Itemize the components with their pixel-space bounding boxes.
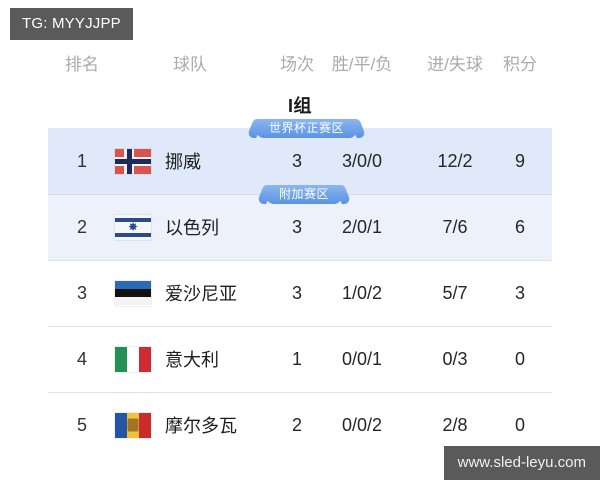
- cell-win-draw-loss: 1/0/2: [341, 283, 383, 303]
- table-row[interactable]: 1 挪威 3 3/0/0 12/2 9 世界杯正赛区: [0, 119, 600, 194]
- table-header: 排名 球队 场次 胜/平/负 进/失球 积分: [0, 48, 600, 82]
- cell-goals: 12/2: [437, 151, 473, 171]
- column-header-points: 积分: [503, 55, 537, 74]
- cell-goals: 0/3: [442, 349, 468, 369]
- cell-team[interactable]: 摩尔多瓦: [115, 392, 237, 458]
- cell-goals: 2/8: [442, 415, 468, 435]
- cell-win-draw-loss: 0/0/2: [341, 415, 383, 435]
- cell-points: 0: [514, 415, 526, 435]
- column-header-rank: 排名: [65, 55, 99, 74]
- cell-rank: 4: [76, 349, 88, 369]
- zone-badge-label: 世界杯正赛区: [269, 121, 345, 135]
- cell-goals: 7/6: [442, 217, 468, 237]
- zone-badge-label: 附加赛区: [279, 187, 330, 201]
- flag-israel-icon: ✸: [115, 214, 151, 240]
- zone-badge: 世界杯正赛区: [256, 119, 358, 138]
- cell-points: 0: [514, 349, 526, 369]
- site-watermark: www.sled-leyu.com: [443, 446, 600, 480]
- flag-norway-icon: [115, 148, 151, 174]
- column-header-wdl: 胜/平/负: [331, 55, 393, 74]
- cell-team[interactable]: 爱沙尼亚: [115, 260, 237, 326]
- flag-estonia-icon: [115, 280, 151, 306]
- cell-rank: 3: [76, 283, 88, 303]
- row-divider: [48, 260, 552, 261]
- cell-win-draw-loss: 3/0/0: [341, 151, 383, 171]
- cell-points: 6: [514, 217, 526, 237]
- team-name: 挪威: [165, 152, 201, 172]
- team-name: 以色列: [165, 218, 219, 238]
- cell-points: 3: [514, 283, 526, 303]
- flag-moldova-icon: [115, 412, 151, 438]
- flag-italy-icon: [115, 346, 151, 372]
- column-header-goals: 进/失球: [427, 55, 483, 74]
- table-row[interactable]: 5 摩尔多瓦 2 0/0/2 2/8 0: [0, 392, 600, 458]
- team-name: 爱沙尼亚: [165, 284, 237, 304]
- table-row[interactable]: 3 爱沙尼亚 3 1/0/2 5/7 3: [0, 260, 600, 326]
- cell-rank: 5: [76, 415, 88, 435]
- cell-played: 3: [291, 151, 303, 171]
- cell-played: 1: [291, 349, 303, 369]
- cell-played: 2: [291, 415, 303, 435]
- cell-played: 3: [291, 217, 303, 237]
- tg-channel-tag: TG: MYYJJPP: [10, 8, 133, 40]
- table-row[interactable]: 4 意大利 1 0/0/1 0/3 0: [0, 326, 600, 392]
- standings-table: 1 挪威 3 3/0/0 12/2 9 世界杯正赛区 2 ✸ 以色列 3 2/0/1 7/6 6 附加赛区 3…: [0, 119, 600, 458]
- cell-played: 3: [291, 283, 303, 303]
- column-header-team: 球队: [173, 55, 207, 74]
- cell-team[interactable]: ✸ 以色列: [115, 194, 219, 260]
- group-title: I组: [287, 96, 312, 116]
- zone-badge: 附加赛区: [266, 185, 343, 204]
- cell-team[interactable]: 意大利: [115, 326, 219, 392]
- cell-win-draw-loss: 2/0/1: [341, 217, 383, 237]
- cell-rank: 2: [76, 217, 88, 237]
- column-header-played: 场次: [280, 55, 314, 74]
- cell-rank: 1: [76, 151, 88, 171]
- cell-points: 9: [514, 151, 526, 171]
- team-name: 摩尔多瓦: [165, 416, 237, 436]
- cell-goals: 5/7: [442, 283, 468, 303]
- cell-team[interactable]: 挪威: [115, 128, 201, 194]
- cell-win-draw-loss: 0/0/1: [341, 349, 383, 369]
- table-row[interactable]: 2 ✸ 以色列 3 2/0/1 7/6 6 附加赛区: [0, 185, 600, 260]
- team-name: 意大利: [165, 350, 219, 370]
- row-divider: [48, 392, 552, 393]
- row-divider: [48, 326, 552, 327]
